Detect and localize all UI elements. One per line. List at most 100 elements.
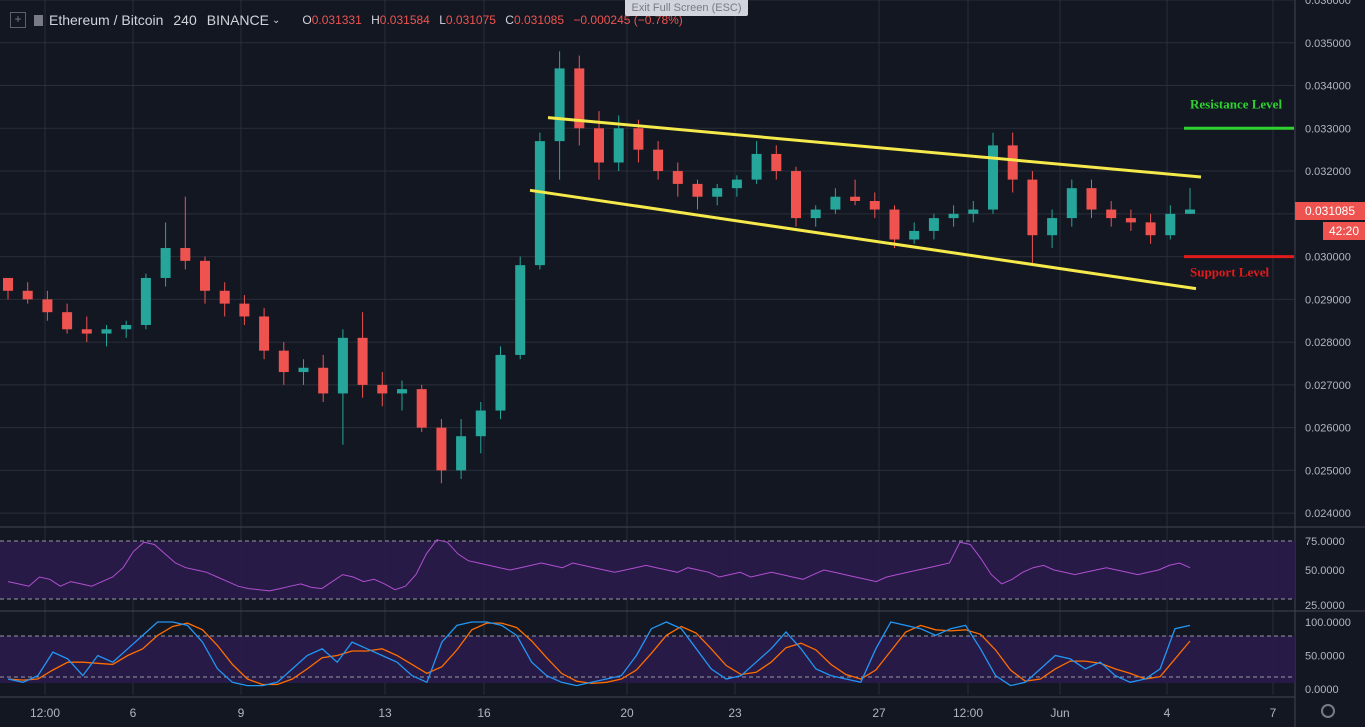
candle [534,132,545,270]
candle-body [1165,213,1176,236]
price-tick-label: 0.024000 [1305,508,1351,520]
candle [909,222,920,244]
channel-lower-line [529,188,1197,291]
candle [81,316,92,343]
candle-body [456,436,467,471]
gear-icon[interactable] [1321,704,1335,718]
rsi-tick-label: 50.0000 [1305,565,1345,577]
rsi-band [0,541,1295,599]
price-tick-label: 0.027000 [1305,380,1351,392]
channel-upper-line [547,116,1202,179]
candle-body [1125,218,1136,223]
time-tick-label: 20 [620,706,634,720]
candle-body [1106,209,1117,219]
candle [436,419,447,484]
candle-body [81,329,92,334]
candle [554,51,565,180]
candle [1106,200,1117,227]
candle [1125,209,1136,231]
rsi-tick-label: 25.0000 [1305,600,1345,612]
candle-body [495,354,506,411]
close-label: C [505,13,514,27]
support-label: Support Level [1190,265,1269,280]
candle [1066,179,1077,227]
candle-body [259,316,270,351]
candle-body [534,141,545,266]
close-value: 0.031085 [513,13,565,27]
interval-label[interactable]: 240 [173,12,197,28]
candle-body [337,337,348,394]
candle-body [219,290,230,304]
candle-body [436,427,447,471]
candle [180,196,191,270]
time-tick-label: 27 [872,706,886,720]
candle-body [672,171,683,184]
candle-body [357,337,368,385]
candle [219,282,230,317]
candle-body [988,145,998,210]
candle-body [377,384,388,394]
candle-body [160,248,171,278]
time-tick-label: 13 [378,706,392,720]
exchange-label[interactable]: BINANCE [206,12,269,28]
price-tick-label: 0.036000 [1305,0,1351,7]
price-tick-label: 0.034000 [1305,81,1351,93]
candle [42,290,53,321]
candle [62,303,73,334]
candle-body [554,68,565,142]
price-tick-label: 0.030000 [1305,252,1351,264]
candle-body [1086,188,1097,210]
symbol-flag-icon [34,14,43,26]
candle [889,205,900,249]
price-tick-label: 0.028000 [1305,337,1351,349]
candle [948,205,959,227]
candle [397,380,407,411]
candle-body [1027,179,1038,236]
candle [1047,209,1058,249]
candle [101,325,112,347]
exit-fullscreen-button[interactable]: Exit Full Screen (ESC) [625,0,748,16]
candle [968,200,979,223]
time-tick-label: 4 [1164,706,1171,720]
candle-body [1185,209,1195,214]
time-tick-label: 16 [477,706,491,720]
candle [357,312,368,398]
candle-body [3,277,13,291]
time-tick-label: 9 [238,706,245,720]
rsi-line [7,539,1191,592]
rsi-tick-label: 75.0000 [1305,536,1345,548]
candle-body [869,200,880,210]
candle [515,256,526,360]
candle-body [771,153,782,172]
candle [278,342,289,385]
stoch-d-line [7,622,1191,686]
candle [456,419,467,479]
candle-body [1145,222,1156,236]
candle [337,329,348,445]
candle [239,295,250,326]
last-price-badge: 0.031085 [1295,202,1365,220]
candle [3,277,13,300]
time-tick-label: 12:00 [30,706,60,720]
candle-body [889,209,900,240]
candle-body [42,299,53,313]
candle [771,145,782,180]
chevron-down-icon[interactable]: ⌄ [271,14,281,26]
time-tick-label: Jun [1050,706,1069,720]
symbol-name[interactable]: Ethereum / Bitcoin [49,12,164,28]
candle-body [613,128,624,163]
candle-body [968,209,979,214]
candle [1007,132,1018,193]
candle-body [1047,218,1058,236]
open-label: O [302,13,312,27]
candle-body [140,277,151,326]
high-value: 0.031584 [379,13,430,27]
plus-icon[interactable]: + [10,12,26,28]
candle [200,256,210,304]
price-tick-label: 0.029000 [1305,294,1351,306]
candle [1027,171,1038,266]
candle [653,141,664,180]
candle [22,282,33,304]
